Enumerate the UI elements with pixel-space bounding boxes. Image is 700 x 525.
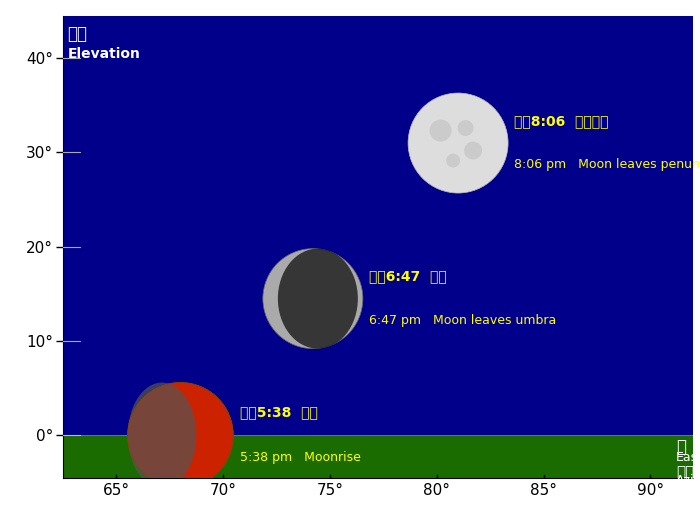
Ellipse shape <box>464 142 482 160</box>
Text: 8:06 pm   Moon leaves penumbra: 8:06 pm Moon leaves penumbra <box>514 158 700 171</box>
Text: 下呈5:38  月出: 下呈5:38 月出 <box>239 405 318 419</box>
Text: East: East <box>676 452 700 465</box>
Text: 6:47 pm   Moon leaves umbra: 6:47 pm Moon leaves umbra <box>370 313 556 327</box>
Ellipse shape <box>430 120 452 142</box>
Text: 仰角: 仰角 <box>67 25 88 43</box>
Text: 下呈6:47  復圓: 下呈6:47 復圓 <box>370 270 447 284</box>
Text: Elevation: Elevation <box>67 47 140 61</box>
Text: 方位角: 方位角 <box>676 466 700 480</box>
Text: Azimuth: Azimuth <box>676 474 700 487</box>
Ellipse shape <box>446 153 460 167</box>
Ellipse shape <box>408 93 508 193</box>
Text: 東: 東 <box>676 438 686 456</box>
Bar <box>63 435 693 478</box>
Text: 下呈8:06  半影食終: 下呈8:06 半影食終 <box>514 114 609 128</box>
Ellipse shape <box>127 383 196 488</box>
Ellipse shape <box>263 249 363 349</box>
Ellipse shape <box>278 249 358 349</box>
Text: 5:38 pm   Moonrise: 5:38 pm Moonrise <box>239 451 360 464</box>
Ellipse shape <box>458 120 474 136</box>
Ellipse shape <box>127 383 233 488</box>
